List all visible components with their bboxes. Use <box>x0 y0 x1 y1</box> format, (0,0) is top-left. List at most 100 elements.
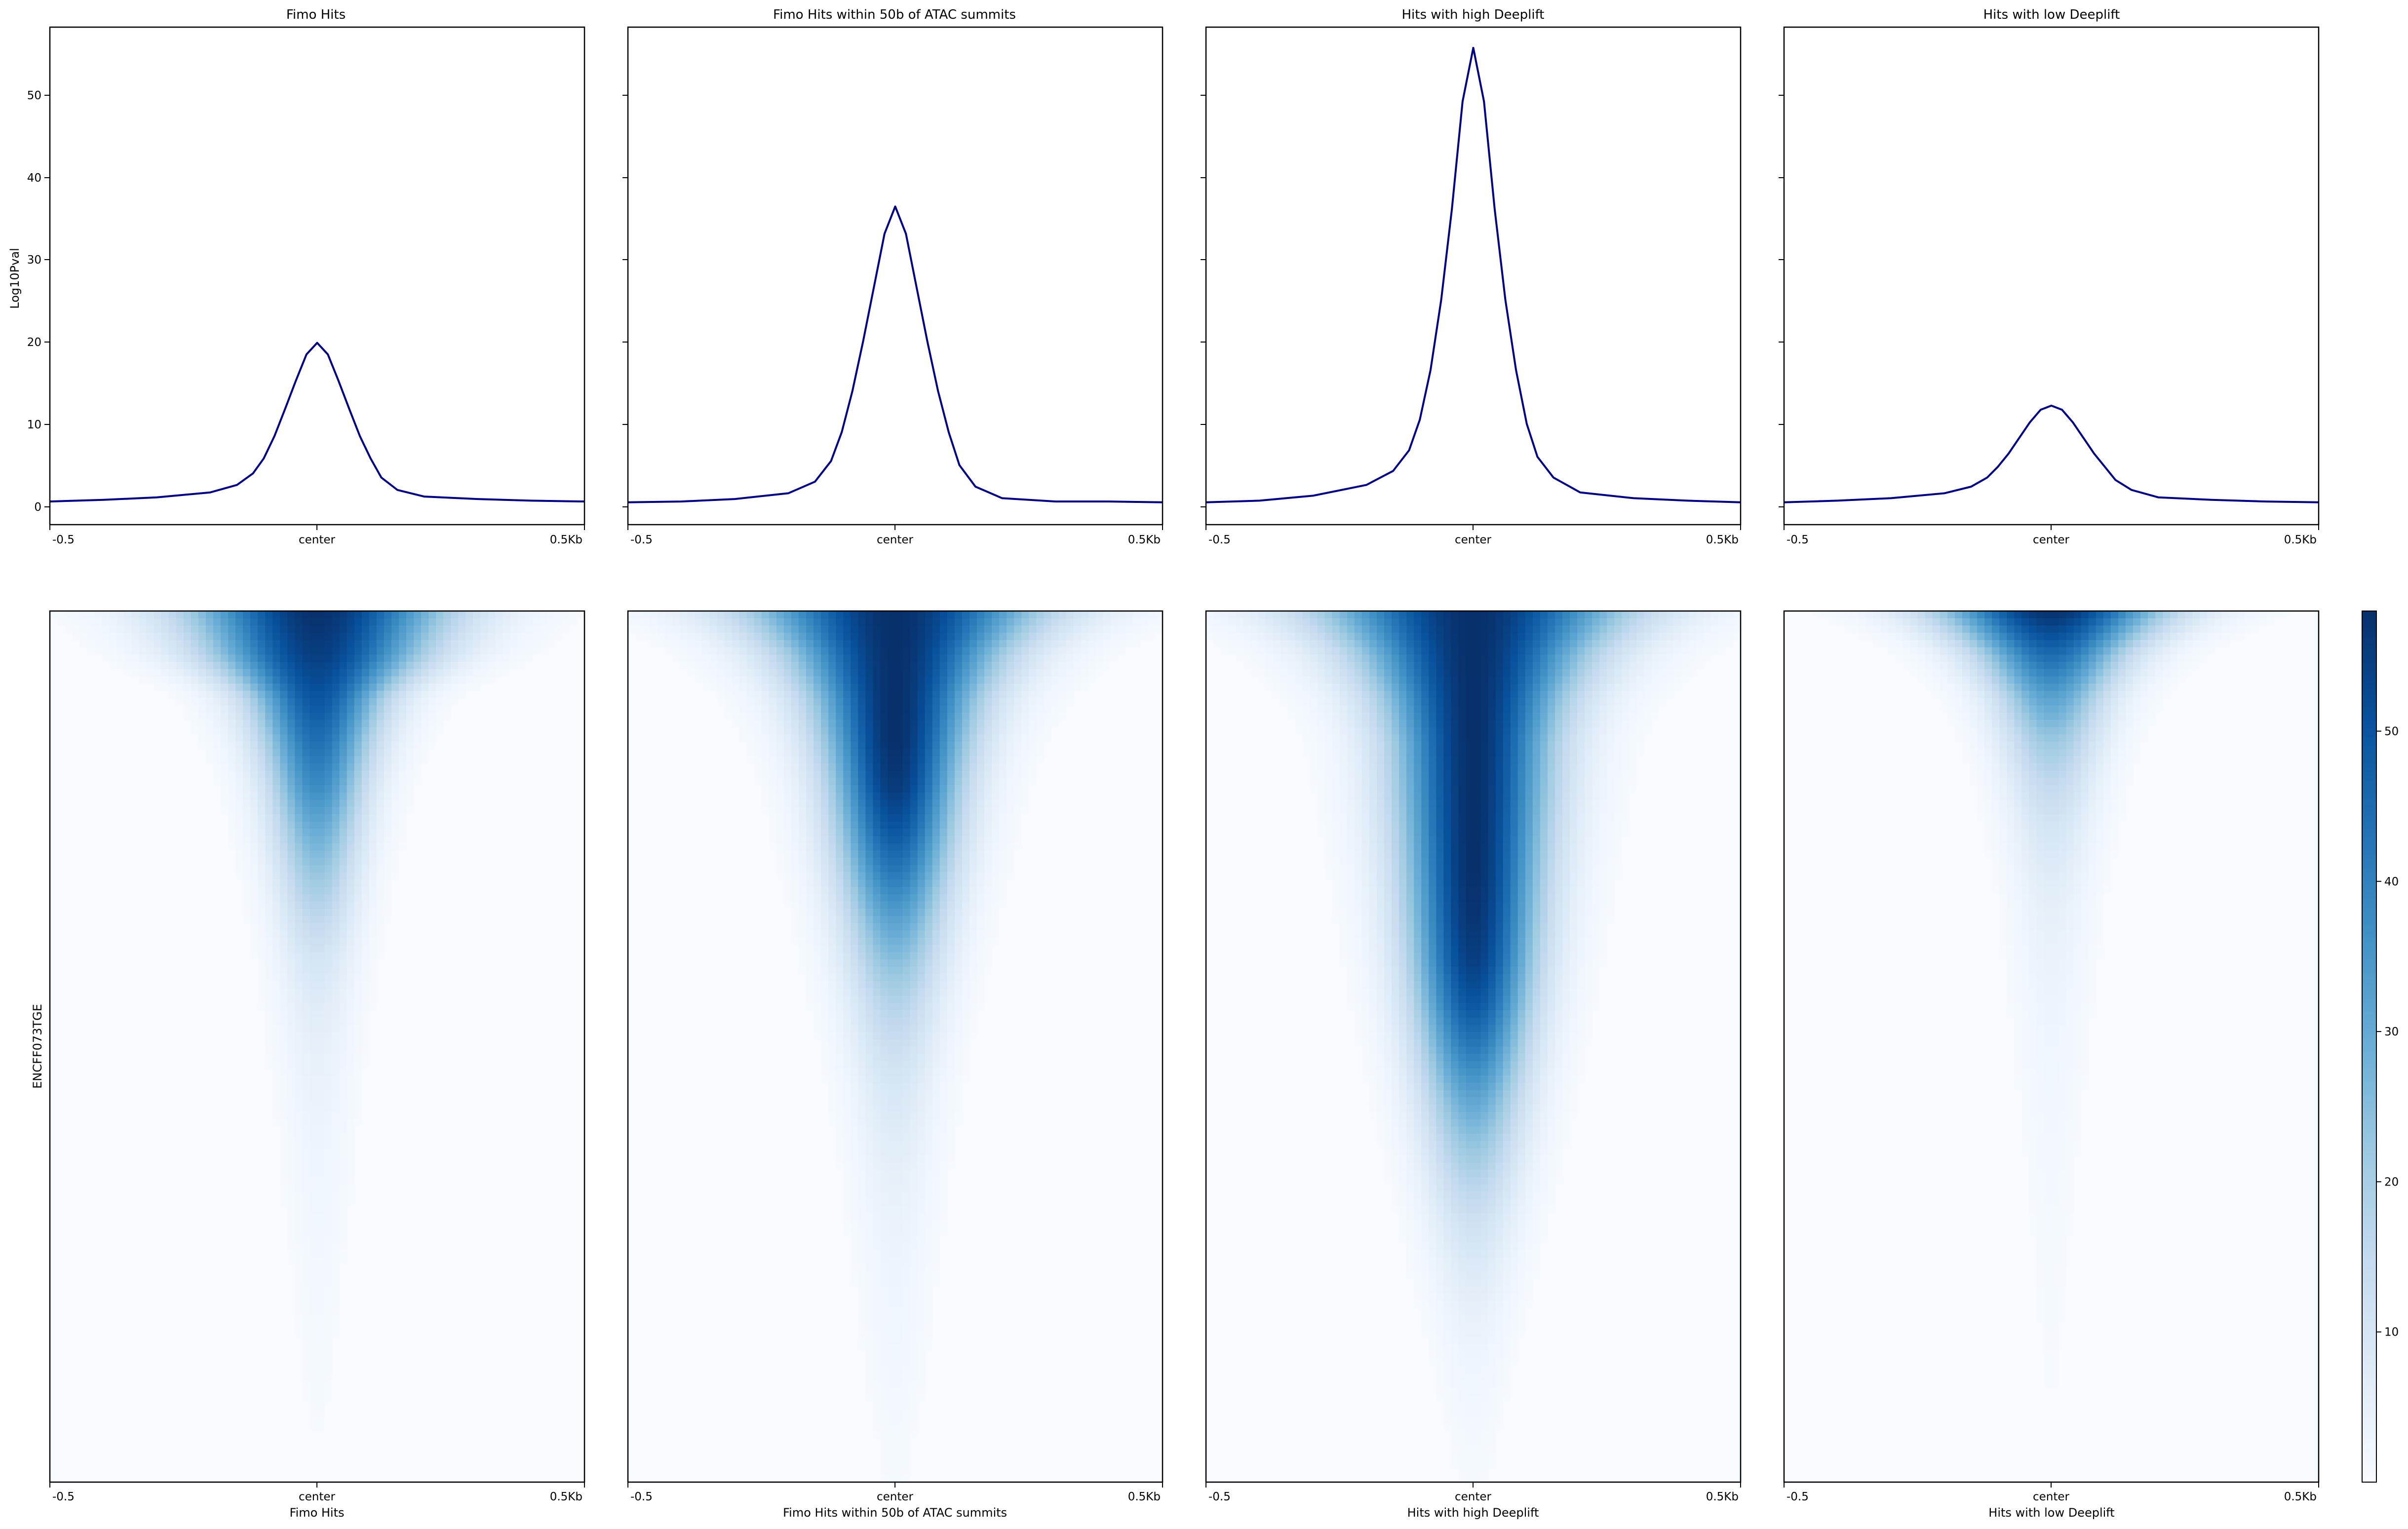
heatmap-cell <box>339 712 348 721</box>
heatmap-cell <box>280 1191 288 1199</box>
profile-plot-2 <box>627 205 1163 503</box>
heatmap-cell <box>280 1075 288 1083</box>
heatmap-cell <box>265 974 273 982</box>
heatmap-cell <box>769 778 777 786</box>
heatmap-cell <box>851 937 858 946</box>
heatmap-cell <box>851 1141 858 1149</box>
heatmap-cell <box>339 676 348 684</box>
heatmap-cell <box>480 640 489 648</box>
heatmap-cell <box>932 1126 940 1134</box>
heatmap-cell <box>295 770 303 778</box>
heatmap-cell <box>902 966 911 975</box>
heatmap-cell <box>880 676 889 684</box>
heatmap-cell <box>954 945 963 953</box>
heatmap-cell <box>858 1119 866 1127</box>
heatmap-cell <box>310 843 318 851</box>
heatmap-cell <box>517 633 526 641</box>
heatmap-cell <box>873 611 881 619</box>
heatmap-cell <box>302 712 311 721</box>
heatmap-cell <box>939 1191 948 1199</box>
heatmap-cell <box>843 1046 851 1054</box>
heatmap-cell <box>198 618 206 626</box>
heatmap-cell <box>769 734 777 742</box>
heatmap-cell <box>947 770 955 778</box>
heatmap-cell <box>161 661 169 670</box>
heatmap-cell <box>717 618 725 626</box>
heatmap-cell <box>791 930 799 938</box>
heatmap-cell <box>754 727 762 735</box>
heatmap-cell <box>954 937 963 946</box>
heatmap-cell <box>376 909 385 917</box>
heatmap-cell <box>369 800 377 807</box>
heatmap-cell <box>332 1148 340 1156</box>
heatmap-cell <box>895 749 903 757</box>
heatmap-cell <box>969 785 977 793</box>
heatmap-cell <box>324 684 333 691</box>
heatmap-cell <box>954 1090 963 1098</box>
heatmap-cell <box>94 647 102 655</box>
heatmap-cell <box>754 734 762 742</box>
heatmap-cell <box>858 684 866 691</box>
heatmap-cell <box>880 778 889 786</box>
heatmap-cell <box>414 705 422 713</box>
heatmap-cell <box>1051 684 1059 691</box>
heatmap-cell <box>525 611 533 619</box>
heatmap-cell <box>865 727 873 735</box>
heatmap-cell <box>962 974 970 982</box>
heatmap-cell <box>1014 829 1022 837</box>
heatmap-cell <box>865 930 873 938</box>
heatmap-cell <box>821 995 829 1003</box>
heatmap-cell <box>925 981 933 989</box>
heatmap-cell <box>339 800 348 807</box>
heatmap-cell <box>992 720 1000 727</box>
heatmap-cell <box>969 625 977 633</box>
heatmap-cell <box>962 741 970 750</box>
heatmap-cell <box>932 756 940 764</box>
heatmap-cell <box>250 661 258 670</box>
heatmap-cell <box>1132 640 1141 648</box>
heatmap-cell <box>1007 872 1014 880</box>
heatmap-cell <box>976 785 985 793</box>
heatmap-cell <box>932 763 940 771</box>
heatmap-cell <box>354 654 362 662</box>
heatmap-cell <box>295 647 303 655</box>
heatmap-cell <box>495 625 504 633</box>
heatmap-cell <box>347 923 355 931</box>
heatmap-cell <box>814 1032 821 1040</box>
heatmap-cell <box>814 952 821 960</box>
heatmap-cell <box>347 1155 355 1163</box>
heatmap-cell <box>258 974 266 982</box>
heatmap-cell <box>317 778 325 786</box>
heatmap-cell <box>384 792 392 801</box>
heatmap-cell <box>324 727 333 735</box>
heatmap-cell <box>480 669 489 677</box>
heatmap-cell <box>939 1090 948 1098</box>
heatmap-cell <box>932 894 940 902</box>
heatmap-cell <box>391 741 399 750</box>
heatmap-cell <box>280 712 288 721</box>
heatmap-cell <box>814 1003 821 1011</box>
heatmap-cell <box>776 625 784 633</box>
heatmap-cell <box>984 676 992 684</box>
heatmap-cell <box>910 669 918 677</box>
heatmap-cell <box>836 625 844 633</box>
heatmap-cell <box>672 654 680 662</box>
heatmap-cell <box>384 625 392 633</box>
heatmap-cell <box>947 988 955 996</box>
heatmap-cell <box>317 1111 325 1120</box>
heatmap-cell <box>836 676 844 684</box>
heatmap-cell <box>984 727 992 735</box>
heatmap-cell <box>384 712 392 721</box>
heatmap-cell <box>902 901 911 909</box>
heatmap-cell <box>272 966 280 975</box>
heatmap-cell <box>295 930 303 938</box>
heatmap-cell <box>932 916 940 924</box>
heatmap-cell <box>235 763 243 771</box>
heatmap-cell <box>265 836 273 844</box>
heatmap-cell <box>451 633 459 641</box>
heatmap-cell <box>324 850 333 858</box>
heatmap-cell <box>880 1191 889 1199</box>
heatmap-cell <box>954 741 963 750</box>
heatmap-cell <box>954 1025 963 1032</box>
ytick-label: 50 <box>27 89 41 102</box>
